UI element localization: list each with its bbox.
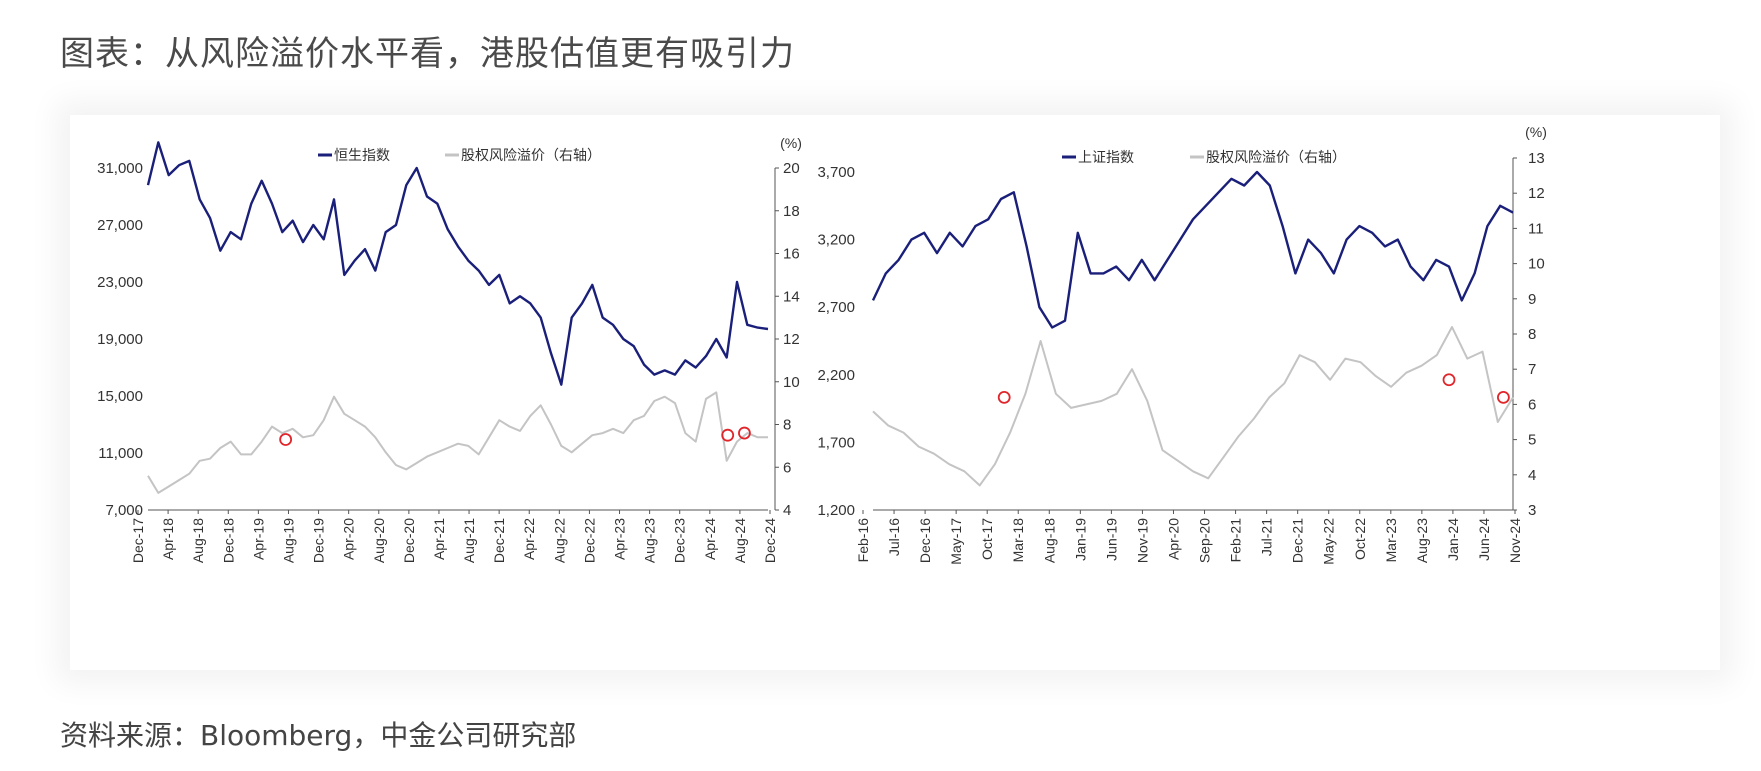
right-tick-label: 12 [783,331,800,348]
right-tick-label: 8 [783,417,791,434]
right-tick-label: 12 [1528,185,1545,202]
x-tick-label: Jun-24 [1476,518,1492,561]
x-tick-label: Nov-24 [1507,518,1523,563]
shanghai-erp-chart: 1,200 1,700 2,200 2,700 3,200 3,700 3 4 5 6 7 8 9 10 1… [817,124,1546,565]
x-tick-label: Apr-21 [431,518,447,560]
highlight-marker [738,426,751,440]
x-tick-label: Aug-22 [551,518,567,563]
left-tick-label: 11,000 [98,445,143,462]
index-series-line [146,141,769,386]
right-tick-label: 18 [783,203,800,220]
x-tick-label: Dec-21 [491,518,507,563]
x-tick-label: Dec-18 [220,518,236,563]
left-tick-label: 2,200 [817,367,855,384]
x-tick-label: Sep-20 [1197,518,1213,563]
x-tick-label: Apr-23 [612,518,628,560]
x-tick-label: Dec-16 [917,518,933,563]
highlight-marker [279,433,293,446]
x-tick-label: Jul-21 [1259,518,1275,556]
x-tick-label: May-17 [948,518,964,565]
x-tick-label: Dec-22 [581,518,597,563]
highlight-marker [1442,373,1456,387]
right-tick-label: 16 [783,246,800,263]
x-tick-label: Apr-19 [250,518,266,560]
left-tick-label: 3,700 [817,164,855,181]
x-tick-label: May-22 [1321,518,1337,565]
right-tick-label: 5 [1528,432,1536,449]
index-series-line [871,170,1514,329]
x-tick-label: Jan-19 [1072,518,1088,561]
x-tick-label: Dec-20 [401,518,417,563]
left-tick-label: 31,000 [97,160,143,177]
x-tick-label: Jan-24 [1445,518,1461,561]
erp-series-line [147,391,768,494]
right-tick-label: 20 [783,160,800,177]
x-tick-label: Aug-18 [1041,518,1057,563]
right-tick-label: 9 [1528,291,1536,308]
x-tick-label: Feb-16 [855,518,871,563]
x-tick-label: Aug-24 [732,518,748,563]
x-tick-label: Aug-18 [190,518,206,563]
left-tick-label: 7,000 [105,502,143,519]
right-tick-label: 3 [1528,502,1536,519]
right-tick-label: 10 [1528,256,1545,273]
right-tick-label: 6 [783,459,791,476]
x-tick-label: Oct-17 [979,518,995,560]
x-tick-label: Apr-20 [341,518,357,560]
left-tick-label: 23,000 [97,274,143,291]
right-tick-label: 14 [783,288,800,305]
legend-label: 恒生指数 [334,147,390,163]
x-tick-label: Dec-23 [672,518,688,563]
right-tick-label: 8 [1528,326,1536,343]
legend-label: 上证指数 [1078,149,1134,165]
x-tick-label: Mar-23 [1383,518,1399,563]
x-tick-label: Aug-21 [461,518,477,563]
right-tick-label: 13 [1528,150,1545,167]
chart-card [70,115,1720,670]
x-tick-label: Apr-22 [521,518,537,560]
right-tick-label: 6 [1528,396,1536,413]
x-tick-label: Dec-24 [762,518,778,563]
left-tick-label: 15,000 [97,388,143,405]
right-tick-label: 11 [1528,220,1544,237]
highlight-marker [721,428,735,442]
x-tick-label: Mar-18 [1010,518,1026,563]
right-tick-label: 10 [783,374,800,391]
left-tick-label: 3,200 [817,232,855,249]
hsi-erp-chart: 7,000 11,000 15,000 19,000 23,000 27,000 31,00… [97,135,802,563]
right-tick-label: 4 [783,502,791,519]
erp-series-line [872,326,1514,487]
x-tick-label: Dec-19 [311,518,327,563]
x-tick-label: Jun-19 [1103,518,1119,561]
right-tick-label: 4 [1528,467,1536,484]
right-axis-unit: (%) [1525,124,1547,140]
left-tick-label: 1,700 [817,434,855,451]
x-tick-label: Dec-21 [1290,518,1306,563]
left-tick-label: 2,700 [817,299,855,316]
legend-label: 股权风险溢价（右轴） [461,147,601,163]
x-tick-label: Jul-16 [886,518,902,556]
highlight-marker [1497,390,1510,404]
x-tick-label: Apr-20 [1165,518,1181,560]
x-tick-label: Oct-22 [1352,518,1368,560]
right-tick-label: 7 [1528,361,1536,378]
x-tick-label: Nov-19 [1134,518,1150,563]
x-tick-label: Aug-20 [371,518,387,563]
x-tick-label: Feb-21 [1228,518,1244,563]
left-tick-label: 19,000 [97,331,143,348]
right-axis-unit: (%) [780,135,802,151]
x-tick-label: Aug-23 [642,518,658,563]
left-tick-label: 1,200 [817,502,855,519]
x-tick-label: Apr-24 [702,518,718,560]
legend-label: 股权风险溢价（右轴） [1206,149,1346,165]
highlight-marker [997,390,1011,404]
x-tick-label: Aug-19 [280,518,296,563]
x-tick-label: Aug-23 [1414,518,1430,563]
x-tick-label: Dec-17 [130,518,146,563]
left-tick-label: 27,000 [97,217,143,234]
x-tick-label: Apr-18 [160,518,176,560]
source-note: 资料来源：Bloomberg，中金公司研究部 [60,719,577,752]
page-title: 图表：从风险溢价水平看，港股估值更有吸引力 [60,34,795,74]
